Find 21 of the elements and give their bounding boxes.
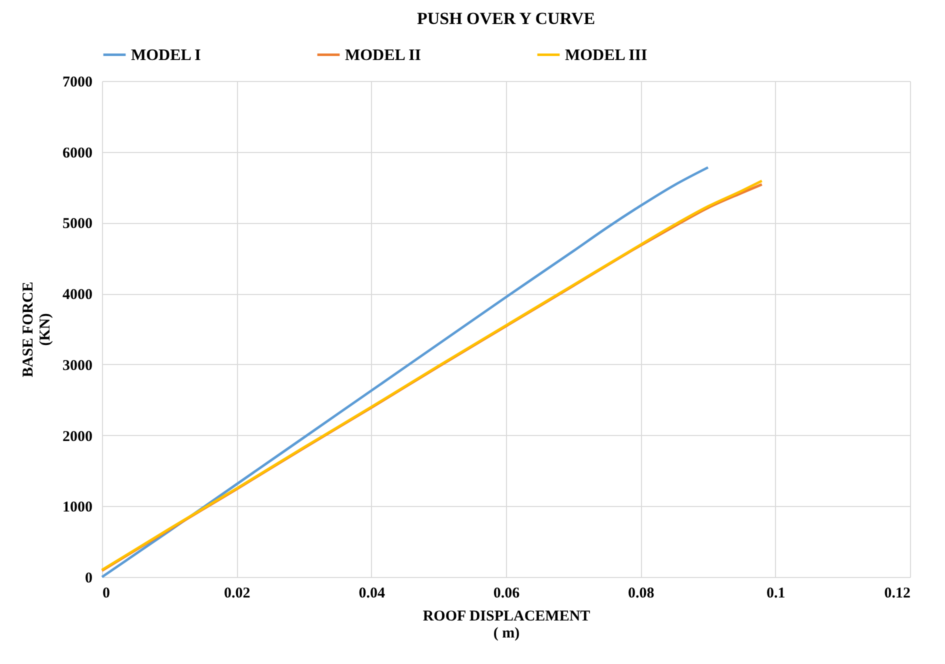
legend-label: MODEL III — [565, 46, 648, 64]
y-tick-label: 4000 — [62, 287, 92, 304]
y-tick-label: 1000 — [62, 500, 92, 516]
x-tick-label: 0.04 — [358, 586, 386, 602]
y-tick-label: 5000 — [62, 216, 92, 232]
y-tick-label: 2000 — [62, 428, 92, 445]
y-tick-label: 6000 — [62, 145, 92, 162]
x-tick-label: 0.06 — [493, 586, 520, 602]
y-tick-label: 0 — [85, 570, 92, 586]
chart-title: PUSH OVER Y CURVE — [416, 9, 596, 28]
x-tick-label: 0.08 — [628, 586, 654, 602]
y-tick-label: 7000 — [62, 74, 92, 90]
legend-label: MODEL I — [131, 46, 201, 64]
x-axis-title: ROOF DISPLACEMENT ( m) — [422, 608, 590, 642]
legend-label: MODEL II — [345, 46, 422, 64]
x-tick-label: 0.1 — [766, 586, 786, 602]
x-tick-label: 0 — [102, 586, 110, 602]
x-tick-label: 0.02 — [224, 586, 250, 602]
y-axis-title: BASE FORCE (KN) — [20, 282, 54, 378]
y-tick-label: 3000 — [62, 358, 92, 374]
x-tick-label: 0.12 — [884, 586, 910, 602]
